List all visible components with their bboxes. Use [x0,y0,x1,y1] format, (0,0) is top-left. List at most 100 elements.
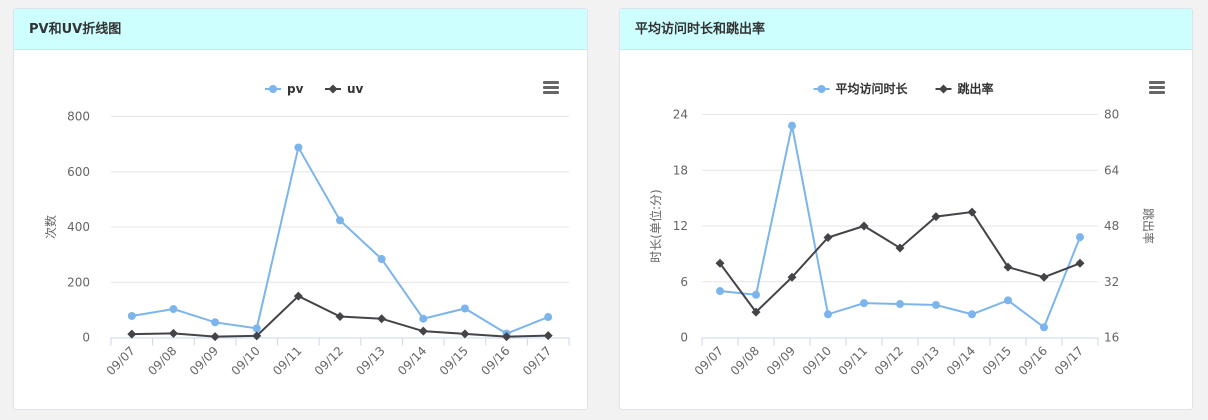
duration-bounce-line-chart: 0 6 12 18 24 16 32 48 64 80 时长(单位:分) 跳出率 09/07 09/08 0… [648,81,1165,378]
y-left-tick-label: 24 [673,108,688,122]
legend-marker [939,84,948,94]
data-point [1075,258,1085,268]
y-left-tick-label: 0 [680,331,688,345]
x-tick-label: 09/13 [353,344,387,378]
x-tick-label: 09/15 [980,344,1014,378]
data-point [418,326,428,336]
legend-item-0[interactable]: 平均访问时长 [813,81,909,96]
series-line-0 [131,144,549,335]
data-point [127,329,137,339]
x-tick-label: 09/13 [908,344,942,378]
data-point [859,221,869,231]
data-point [1003,262,1013,272]
series-line-1 [719,210,1081,314]
data-point [967,207,977,217]
data-point [419,314,428,323]
data-point [377,314,387,324]
x-tick-label: 09/07 [104,344,138,378]
data-point [824,310,832,319]
y-tick-label: 200 [67,275,90,289]
legend-item-1[interactable]: uv [325,82,364,96]
data-point [860,299,868,308]
panel-title: 平均访问时长和跳出率 [620,9,1192,50]
data-point [1004,296,1012,305]
x-tick-label: 09/09 [187,344,221,378]
y-tick-label: 0 [82,331,90,345]
legend-item-1[interactable]: 跳出率 [935,81,994,96]
data-point [752,290,760,299]
duration-bounce-panel: 平均访问时长和跳出率 0 6 12 18 24 16 32 48 64 80 时长(单位:分) 跳出率… [619,8,1193,410]
legend-label: uv [347,82,364,96]
y-left-axis-title: 时长(单位:分) [648,189,663,262]
legend-label: 平均访问时长 [836,81,909,96]
x-tick-label: 09/17 [520,344,554,378]
panel-title: PV和UV折线图 [14,9,587,50]
data-point [896,300,904,309]
data-point [168,328,178,338]
chart-menu-button[interactable] [1149,81,1165,94]
x-tick-label: 09/14 [944,344,978,378]
data-point [715,258,725,268]
data-point [787,272,797,282]
pv-uv-panel: PV和UV折线图 0 200 400 600 800 次数 09/07 09/08 09/09 0… [13,8,588,410]
data-point [751,307,761,317]
data-point [823,232,833,242]
x-tick-label: 09/11 [836,344,870,378]
x-tick-label: 09/12 [872,344,906,378]
data-point [211,318,220,327]
data-point [788,121,796,130]
data-point [210,332,220,342]
data-point [1039,272,1049,282]
y-tick-label: 400 [67,220,90,234]
x-tick-label: 09/12 [312,344,346,378]
data-point [968,310,976,319]
x-tick-label: 09/10 [228,344,262,378]
y-left-tick-label: 18 [673,163,688,177]
data-point [544,313,553,322]
data-point [293,291,303,301]
data-point [1040,323,1048,332]
x-tick-label: 09/10 [800,344,834,378]
legend-marker [269,85,277,93]
data-point [460,304,469,313]
data-point [895,243,905,253]
legend-marker [817,85,826,93]
x-tick-label: 09/15 [437,344,471,378]
data-point [931,212,941,222]
data-point [716,287,724,296]
y-axis-title: 次数 [43,215,58,239]
x-tick-label: 09/16 [1016,344,1050,378]
y-tick-label: 600 [67,165,90,179]
y-left-tick-label: 12 [673,219,688,233]
x-tick-label: 09/16 [478,344,512,378]
legend-label: pv [287,82,304,96]
y-right-tick-label: 64 [1104,163,1119,177]
x-tick-label: 09/17 [1052,344,1086,378]
data-point [932,300,940,309]
data-point [169,305,178,314]
pv-uv-line-chart: 0 200 400 600 800 次数 09/07 09/08 09/09 09/10 09/11… [43,81,570,378]
legend-item-0[interactable]: pv [265,82,304,96]
y-right-tick-label: 48 [1104,219,1119,233]
data-point [377,255,386,264]
data-point [1076,233,1084,242]
x-tick-label: 09/14 [395,344,429,378]
y-right-tick-label: 80 [1104,108,1119,122]
y-right-tick-label: 16 [1104,331,1119,345]
data-point [252,331,262,341]
y-tick-label: 800 [67,110,90,124]
x-tick-label: 09/07 [692,344,726,378]
y-left-tick-label: 6 [680,275,688,289]
legend-marker [328,84,338,94]
data-point [502,332,512,342]
data-point [336,216,344,225]
x-tick-label: 09/08 [728,344,762,378]
x-tick-label: 09/11 [270,344,304,378]
y-right-tick-label: 32 [1104,275,1119,289]
x-tick-label: 09/08 [145,344,179,378]
data-point [252,324,261,333]
chart-menu-button[interactable] [543,81,559,94]
data-point [127,311,136,320]
data-point [335,312,345,322]
data-point [460,329,470,339]
